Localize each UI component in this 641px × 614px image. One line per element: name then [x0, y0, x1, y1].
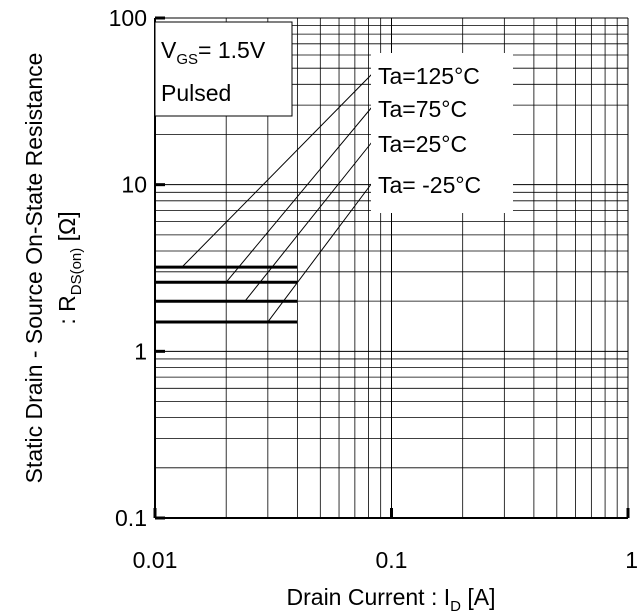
leader-line	[225, 106, 373, 283]
leader-layer	[181, 73, 373, 323]
x-axis-label: Drain Current : ID [A]	[287, 584, 496, 614]
y-tick-label: 0.1	[115, 505, 147, 531]
y-axis-label-unit: [Ω]	[54, 211, 80, 247]
pulsed-label: Pulsed	[161, 80, 231, 106]
legend-box	[371, 53, 513, 213]
y-axis-label-prefix: : R	[54, 295, 80, 324]
vgs-label: VGS= 1.5V	[161, 37, 266, 68]
vgs-value: = 1.5V	[198, 37, 266, 63]
legend-label: Ta=75°C	[378, 96, 467, 122]
x-tick-label: 0.01	[133, 547, 178, 573]
x-axis-label-sub: D	[450, 598, 461, 614]
x-tick-label: 1	[625, 547, 638, 573]
y-tick-label: 10	[121, 172, 147, 198]
legend-label: Ta=125°C	[378, 63, 480, 89]
legend-labels: Ta=125°C Ta=75°C Ta=25°C Ta= -25°C	[378, 63, 481, 198]
y-axis-label-line1: Static Drain - Source On-State Resistanc…	[21, 53, 47, 484]
condition-box	[154, 21, 293, 117]
x-tick-labels: 0.01 0.1 1	[133, 547, 638, 573]
vgs-main: V	[161, 37, 177, 63]
y-axis-label: Static Drain - Source On-State Resistanc…	[21, 53, 47, 484]
leader-line	[244, 141, 373, 302]
x-tick-label: 0.1	[376, 547, 408, 573]
y-tick-labels: 0.1 1 10 100	[109, 5, 147, 531]
y-axis-label-sub: DS(on)	[68, 248, 85, 296]
y-axis-label-line2: : RDS(on) [Ω]	[54, 211, 85, 324]
y-axis-label-2: : RDS(on) [Ω]	[54, 211, 85, 324]
vgs-sub: GS	[176, 51, 198, 68]
leader-line	[181, 73, 373, 268]
x-axis-label-unit: [A]	[461, 584, 496, 610]
y-tick-label: 100	[109, 5, 147, 31]
legend-label: Ta= -25°C	[378, 172, 481, 198]
legend-label: Ta=25°C	[378, 131, 467, 157]
y-tick-label: 1	[134, 338, 147, 364]
series-layer	[155, 265, 298, 324]
leader-line	[267, 182, 373, 323]
x-axis-label-main: Drain Current : I	[287, 584, 451, 610]
